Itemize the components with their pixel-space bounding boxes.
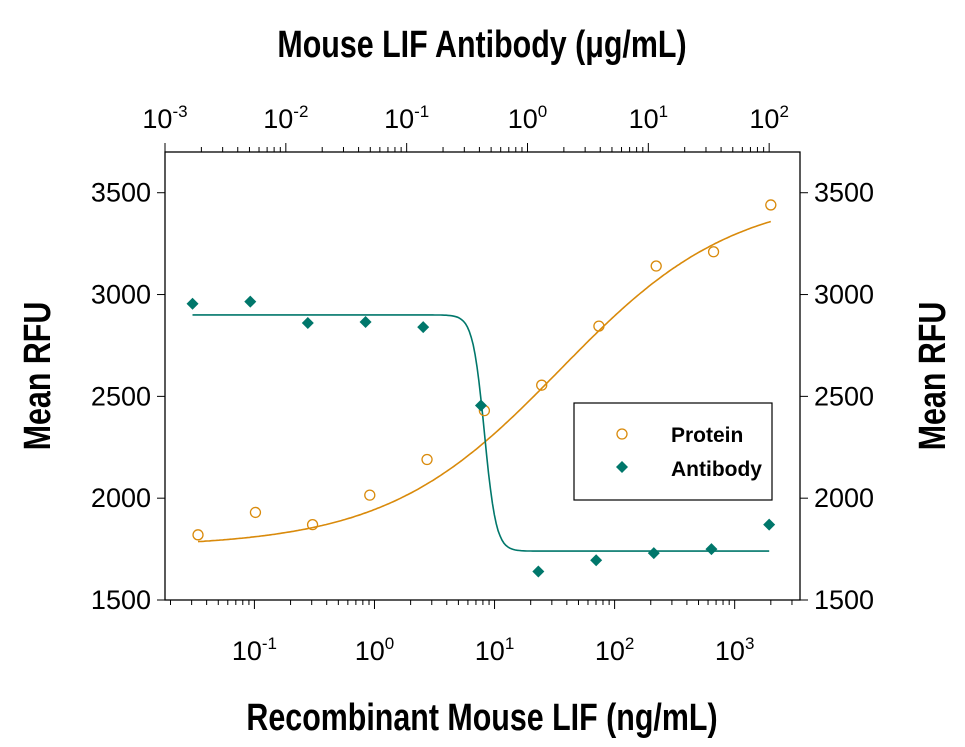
y-tick-label-right: 2000	[814, 483, 874, 513]
protein-data-point	[249, 506, 262, 519]
protein-data-point	[650, 260, 662, 272]
antibody-data-point	[474, 399, 487, 412]
antibody-data-point	[301, 317, 314, 330]
top-x-tick-label: 102	[749, 102, 789, 134]
y-tick-label-left: 3500	[91, 178, 151, 208]
y-tick-label-right: 1500	[814, 585, 874, 615]
protein-data-point	[306, 519, 319, 531]
bottom-x-tick-label: 103	[715, 634, 755, 666]
y-tick-label-left: 1500	[91, 585, 151, 615]
protein-fit-curve	[197, 220, 772, 543]
top-x-tick-label: 10-1	[384, 102, 429, 134]
protein-data-point	[421, 453, 433, 466]
y-tick-label-left: 2500	[91, 381, 151, 411]
bottom-x-tick-label: 100	[355, 634, 395, 666]
antibody-data-point	[244, 295, 257, 308]
plot-frame	[164, 151, 801, 601]
bottom-axis-title: Recombinant Mouse LIF (ng/mL)	[246, 697, 717, 739]
legend-marker-protein	[616, 428, 628, 440]
antibody-data-point	[705, 543, 718, 556]
protein-data-point	[192, 529, 204, 541]
legend: Protein Antibody	[573, 402, 773, 501]
top-axis-title: Mouse LIF Antibody (μg/mL)	[277, 24, 686, 66]
antibody-data-point	[532, 565, 545, 578]
antibody-data-point	[359, 316, 372, 329]
top-x-tick-label: 100	[508, 102, 548, 134]
top-x-tick-label: 10-2	[263, 102, 308, 134]
bottom-x-tick-label: 102	[595, 634, 635, 666]
antibody-data-point	[417, 321, 430, 334]
antibody-fit-curve	[192, 314, 770, 552]
protein-data-point	[536, 379, 548, 391]
right-axis-title: Mean RFU	[912, 302, 954, 451]
y-tick-label-left: 2000	[91, 483, 151, 513]
top-x-tick-label: 101	[629, 102, 669, 134]
top-x-tick-label: 10-3	[142, 102, 187, 134]
protein-data-point	[707, 246, 720, 258]
legend-box	[573, 402, 773, 501]
legend-marker-antibody	[616, 461, 628, 473]
bottom-x-tick-label: 101	[475, 634, 515, 666]
y-tick-label-right: 3500	[814, 178, 874, 208]
y-tick-label-right: 3000	[814, 280, 874, 310]
legend-label-antibody: Antibody	[671, 458, 762, 481]
y-tick-label-left: 3000	[91, 280, 151, 310]
protein-data-point	[765, 199, 777, 211]
antibody-data-point	[186, 297, 199, 310]
antibody-data-point	[647, 547, 660, 560]
protein-data-point	[593, 320, 605, 332]
y-tick-label-right: 2500	[814, 381, 874, 411]
left-axis-title: Mean RFU	[17, 302, 59, 451]
antibody-data-point	[590, 554, 603, 567]
legend-label-protein: Protein	[671, 424, 743, 447]
bottom-x-tick-label: 10-1	[232, 634, 277, 666]
antibody-data-point	[763, 518, 776, 531]
protein-data-point	[364, 489, 376, 501]
